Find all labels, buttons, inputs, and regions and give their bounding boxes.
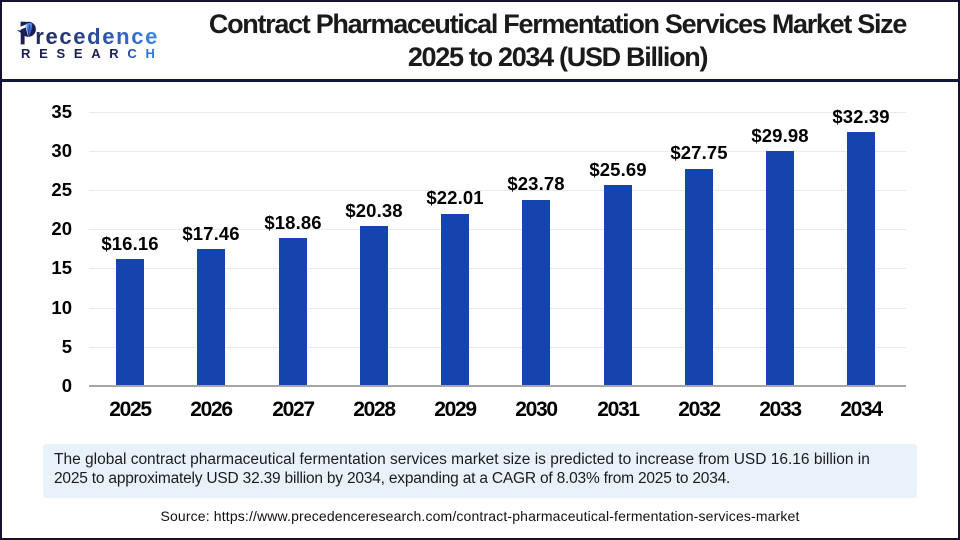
svg-text:recedence: recedence <box>35 24 159 49</box>
svg-text:RESEARCH: RESEARCH <box>21 46 164 61</box>
